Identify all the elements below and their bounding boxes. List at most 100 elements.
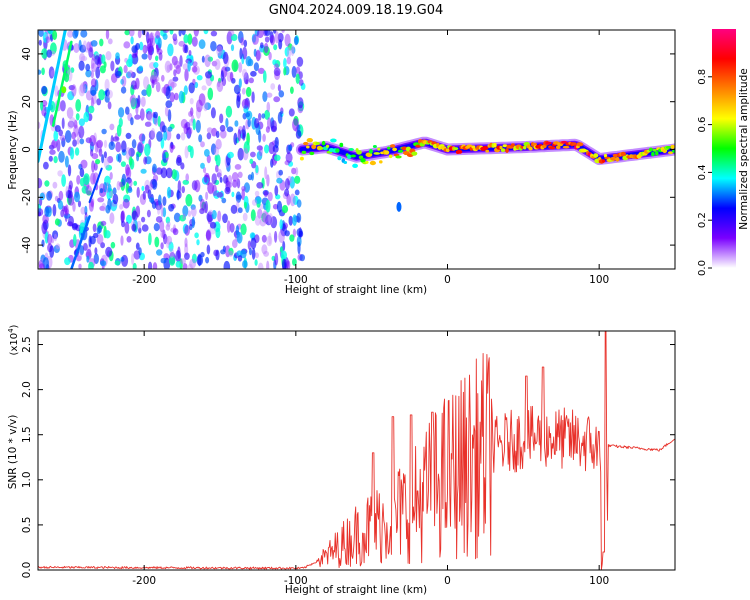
noise-blob <box>264 109 270 120</box>
signal-blob <box>471 145 476 149</box>
signal-blob <box>368 148 373 154</box>
noise-blob <box>180 258 186 265</box>
noise-blob <box>128 30 135 37</box>
noise-blob <box>253 62 259 72</box>
noise-blob <box>166 237 170 249</box>
noise-blob <box>236 95 241 109</box>
noise-blob <box>204 54 211 68</box>
noise-blob <box>104 230 111 239</box>
noise-blob <box>184 68 189 82</box>
noise-blob <box>290 44 295 57</box>
noise-blob <box>284 47 290 57</box>
signal-blob <box>545 141 552 145</box>
noise-blob <box>180 162 185 170</box>
noise-blob <box>296 212 302 223</box>
noise-blob <box>41 67 45 76</box>
noise-blob <box>274 185 279 196</box>
spectrogram-x-tick-label: 100 <box>589 274 609 286</box>
noise-blob <box>157 37 162 49</box>
noise-blob <box>73 234 77 247</box>
noise-blob <box>77 200 82 208</box>
noise-blob <box>219 124 226 132</box>
noise-blob <box>274 154 281 161</box>
noise-blob <box>157 115 161 127</box>
noise-blob <box>216 44 224 52</box>
noise-blob <box>105 246 113 257</box>
noise-blob <box>281 205 289 214</box>
noise-blob <box>241 98 249 109</box>
noise-blob <box>138 247 142 256</box>
noise-blob <box>112 193 119 205</box>
noise-blob <box>227 250 234 257</box>
noise-blob <box>168 241 174 252</box>
noise-blob <box>218 77 222 84</box>
noise-blob <box>188 50 192 56</box>
noise-blob <box>153 62 159 68</box>
noise-blob <box>114 260 121 266</box>
noise-blob <box>289 234 295 242</box>
noise-blob <box>116 180 121 191</box>
noise-blob <box>176 189 180 201</box>
noise-blob <box>151 179 158 190</box>
noise-blob <box>145 110 153 121</box>
noise-blob <box>48 155 53 162</box>
noise-blob <box>284 178 290 190</box>
noise-blob <box>182 263 188 269</box>
noise-blob <box>101 154 105 164</box>
signal-blob <box>415 144 422 148</box>
noise-blob <box>55 243 61 250</box>
noise-blob <box>222 51 229 64</box>
noise-blob <box>166 186 172 199</box>
noise-blob <box>80 206 86 215</box>
noise-blob <box>97 197 105 203</box>
signal-blob <box>666 146 672 149</box>
noise-blob <box>261 113 266 119</box>
noise-blob <box>214 58 221 71</box>
noise-blob <box>89 135 96 147</box>
noise-blob <box>200 162 205 169</box>
noise-blob <box>247 240 251 250</box>
noise-blob <box>107 101 112 110</box>
noise-blob <box>202 167 207 173</box>
noise-blob <box>126 236 132 243</box>
noise-blob <box>147 110 153 122</box>
noise-blob <box>286 193 291 206</box>
noise-blob <box>166 64 171 73</box>
noise-blob <box>162 152 166 163</box>
noise-blob <box>187 60 191 72</box>
noise-blob <box>165 100 173 108</box>
noise-blob <box>101 128 107 135</box>
noise-blob <box>251 91 255 103</box>
noise-blob <box>91 160 95 173</box>
noise-blob <box>58 129 63 137</box>
signal-blob <box>652 148 657 152</box>
snr-y-tick-label: 0.0 <box>21 562 33 579</box>
noise-blob <box>90 70 95 79</box>
spectrogram-y-tick-label: 0 <box>21 146 33 153</box>
signal-blob <box>576 142 584 147</box>
noise-blob <box>155 55 159 62</box>
noise-blob <box>52 230 59 240</box>
noise-blob <box>203 30 209 35</box>
noise-blob <box>212 184 218 197</box>
noise-blob <box>258 113 262 121</box>
noise-blob <box>250 237 257 250</box>
noise-blob <box>125 177 132 184</box>
noise-blob <box>170 81 177 88</box>
noise-blob <box>97 225 103 234</box>
noise-blob <box>292 214 297 226</box>
noise-blob <box>107 156 114 164</box>
noise-blob <box>77 252 83 260</box>
noise-blob <box>264 30 271 36</box>
noise-blob <box>184 237 188 248</box>
noise-blob <box>263 190 269 197</box>
noise-streak <box>38 30 67 163</box>
noise-blob <box>183 34 189 44</box>
noise-blob <box>94 247 98 255</box>
colorbar-tick-label: 0.8 <box>697 69 708 85</box>
noise-blob <box>106 89 113 99</box>
spectrogram-x-label: Height of straight line (km) <box>285 284 427 296</box>
signal-blob <box>330 138 337 143</box>
noise-blob <box>162 30 169 33</box>
noise-blob <box>64 257 71 266</box>
